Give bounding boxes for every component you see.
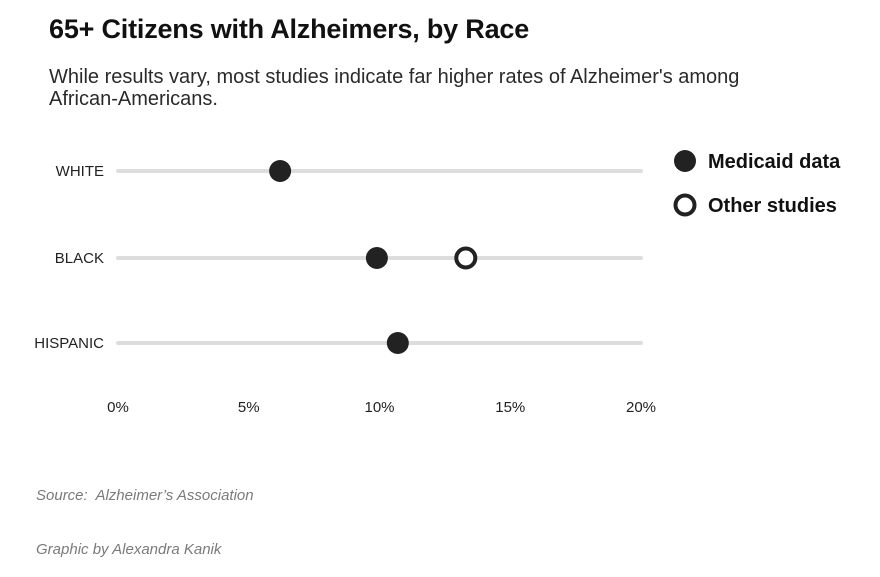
legend-label: Other studies [708,195,837,217]
chart-subtitle: While results vary, most studies indicat… [49,66,740,110]
legend-label: Medicaid data [708,151,841,173]
chart-title: 65+ Citizens with Alzheimers, by Race [49,14,530,44]
medicaid-point [269,160,292,182]
medicaid-point [386,332,409,354]
x-tick-label: 10% [364,399,394,416]
credit-line: Graphic by Alexandra Kanik [36,541,222,558]
source-line: Source: Alzheimer’s Association [36,487,254,504]
dot-plot-chart: WHITE BLACK HISPANIC 0% 5% 10% 15% 20% Medicaid … [34,150,841,416]
x-tick-label: 5% [238,399,260,416]
source-note: Source: Alzheimer’s Association Graphic … [36,451,254,577]
legend-ring-marker [673,193,697,217]
category-label: WHITE [56,163,104,180]
legend-filled-marker [674,150,696,172]
x-tick-label: 15% [495,399,525,416]
category-label: BLACK [55,250,104,267]
x-tick-label: 20% [626,399,656,416]
category-label: HISPANIC [34,335,104,352]
medicaid-point [365,247,388,269]
other-studies-point [454,246,478,270]
x-tick-label: 0% [107,399,129,416]
